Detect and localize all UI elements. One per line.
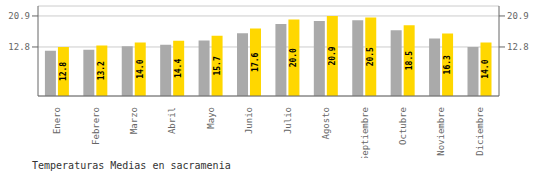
svg-text:12.8: 12.8 xyxy=(507,42,529,52)
html-text:Temperaturas Medias en sacrame: Temperaturas Medias en sacramenia xyxy=(32,160,231,171)
svg-text:Marzo: Marzo xyxy=(129,107,139,134)
svg-text:20.0: 20.0 xyxy=(289,48,298,67)
svg-text:20.9: 20.9 xyxy=(328,46,337,65)
svg-text:Junio: Junio xyxy=(244,107,254,134)
svg-text:20.9: 20.9 xyxy=(8,11,30,21)
svg-text:Mayo: Mayo xyxy=(206,107,216,129)
svg-text:14.4: 14.4 xyxy=(174,59,183,78)
svg-text:16.3: 16.3 xyxy=(443,55,452,74)
svg-text:Noviembre: Noviembre xyxy=(436,107,446,156)
svg-text:Enero: Enero xyxy=(52,107,62,134)
svg-text:15.7: 15.7 xyxy=(213,56,222,75)
svg-text:Febrero: Febrero xyxy=(91,107,101,145)
svg-text:20.5: 20.5 xyxy=(366,47,375,66)
svg-text:Agosto: Agosto xyxy=(321,107,331,140)
svg-text:17.6: 17.6 xyxy=(251,52,260,71)
svg-text:Julio: Julio xyxy=(283,107,293,134)
svg-text:Diciembre: Diciembre xyxy=(475,107,485,156)
svg-text:12.8: 12.8 xyxy=(8,42,30,52)
svg-text:18.5: 18.5 xyxy=(405,51,414,70)
svg-text:20.9: 20.9 xyxy=(507,11,529,21)
svg-text:14.0: 14.0 xyxy=(481,59,490,78)
svg-text:Septiembre: Septiembre xyxy=(360,107,370,158)
svg-text:Abril: Abril xyxy=(167,107,177,134)
svg-text:12.8: 12.8 xyxy=(59,62,68,81)
svg-text:14.0: 14.0 xyxy=(136,59,145,78)
svg-text:Octubre: Octubre xyxy=(398,107,408,145)
svg-text:13.2: 13.2 xyxy=(97,61,106,80)
